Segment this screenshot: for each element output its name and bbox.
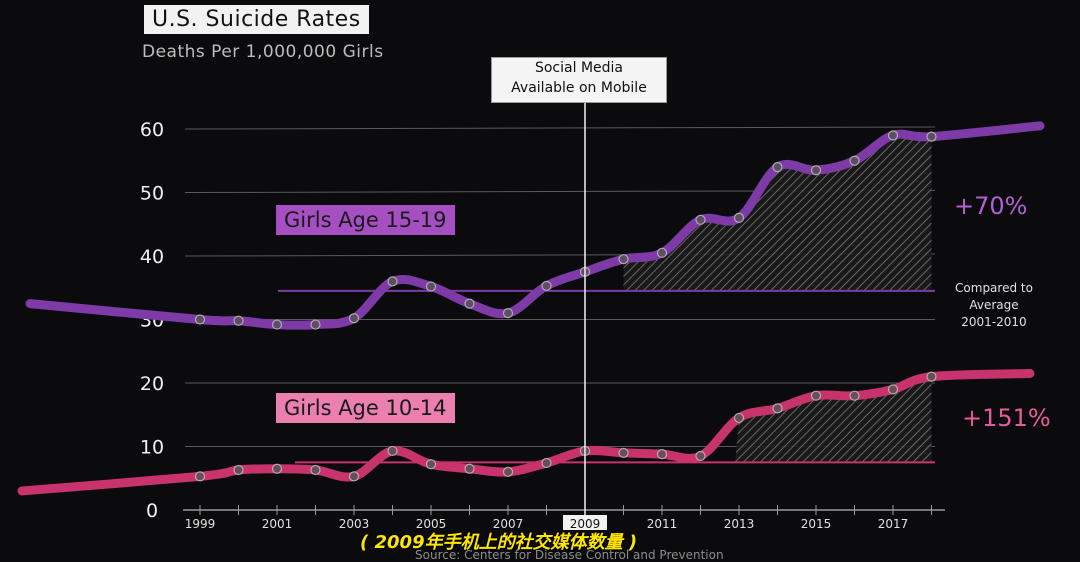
data-point (772, 403, 783, 414)
increase-area (735, 376, 932, 463)
percent-change-girls-15-19: +70% (954, 192, 1028, 220)
x-tick-highlight (563, 515, 607, 530)
data-point (849, 390, 860, 401)
data-point (926, 131, 937, 142)
data-point (887, 384, 899, 395)
social-media-annotation: Social Media Available on Mobile (491, 57, 667, 103)
x-tick-label: 2009 (570, 517, 601, 531)
data-point (733, 212, 745, 223)
data-point (695, 450, 706, 462)
y-tick-label: 0 (146, 500, 158, 522)
data-point (926, 371, 937, 382)
subtitle-caption: ( 2009年手机上的社交媒体数量 ) (360, 532, 638, 553)
data-point (502, 466, 514, 477)
data-point (733, 412, 745, 424)
annotation-line-1: Social Media (534, 60, 623, 76)
x-tick-label: 2011 (647, 517, 678, 531)
data-point (464, 298, 475, 309)
data-point (502, 308, 514, 319)
y-tick-label: 60 (140, 119, 164, 141)
data-point (810, 165, 822, 176)
x-tick-label: 2001 (262, 517, 293, 531)
data-point (541, 457, 552, 469)
data-point (194, 471, 206, 482)
x-tick-label: 2007 (493, 517, 524, 531)
baseline-layer (278, 289, 935, 464)
comparison-line-2: Average (969, 298, 1019, 312)
y-tick-label: 10 (140, 437, 164, 459)
data-point (271, 463, 283, 474)
data-point (656, 247, 668, 258)
x-tick-label: 2015 (801, 517, 832, 531)
data-point (387, 276, 398, 287)
data-point (810, 390, 822, 401)
chart-subtitle: Deaths Per 1,000,000 Girls (142, 42, 384, 62)
data-point (310, 319, 321, 330)
data-point (348, 313, 360, 324)
data-point (233, 315, 244, 326)
x-tick-label: 2013 (724, 517, 755, 531)
increase-area-layer (623, 135, 932, 463)
data-point (887, 130, 899, 141)
source-note: Source: Centers for Disease Control and … (415, 548, 724, 562)
data-point (310, 464, 321, 476)
data-point (425, 459, 437, 470)
data-point (695, 214, 706, 225)
data-point (233, 464, 244, 476)
data-point (618, 254, 629, 265)
data-point (387, 445, 398, 457)
data-point (348, 471, 360, 482)
y-tick-label: 20 (140, 373, 164, 395)
series-label-girls-15-19: Girls Age 15-19 (276, 205, 455, 235)
data-point (194, 314, 206, 325)
gridline-y (184, 126, 936, 130)
data-point (425, 281, 437, 292)
data-point (772, 162, 783, 173)
x-tick-label: 2005 (416, 517, 447, 531)
y-tick-label: 50 (140, 183, 164, 205)
data-point (464, 463, 475, 474)
data-point (618, 447, 629, 458)
data-point-layer (194, 130, 937, 482)
x-tick-label: 2017 (878, 517, 909, 531)
series-label-girls-10-14: Girls Age 10-14 (276, 393, 455, 423)
increase-area (623, 135, 932, 291)
annotation-line-2: Available on Mobile (511, 80, 647, 96)
x-tick-label: 1999 (185, 517, 216, 531)
x-tick-label: 2003 (339, 517, 370, 531)
chart-title: U.S. Suicide Rates (144, 5, 369, 34)
comparison-line-1: Compared to (955, 281, 1033, 295)
comparison-line-3: 2001-2010 (961, 315, 1027, 329)
data-point (271, 319, 283, 330)
data-point (849, 155, 860, 166)
comparison-note: Compared to Average 2001-2010 (944, 280, 1044, 331)
y-tick-label: 40 (140, 246, 164, 268)
data-point (541, 280, 552, 291)
percent-change-girls-10-14: +151% (962, 404, 1051, 432)
data-point (656, 449, 668, 460)
